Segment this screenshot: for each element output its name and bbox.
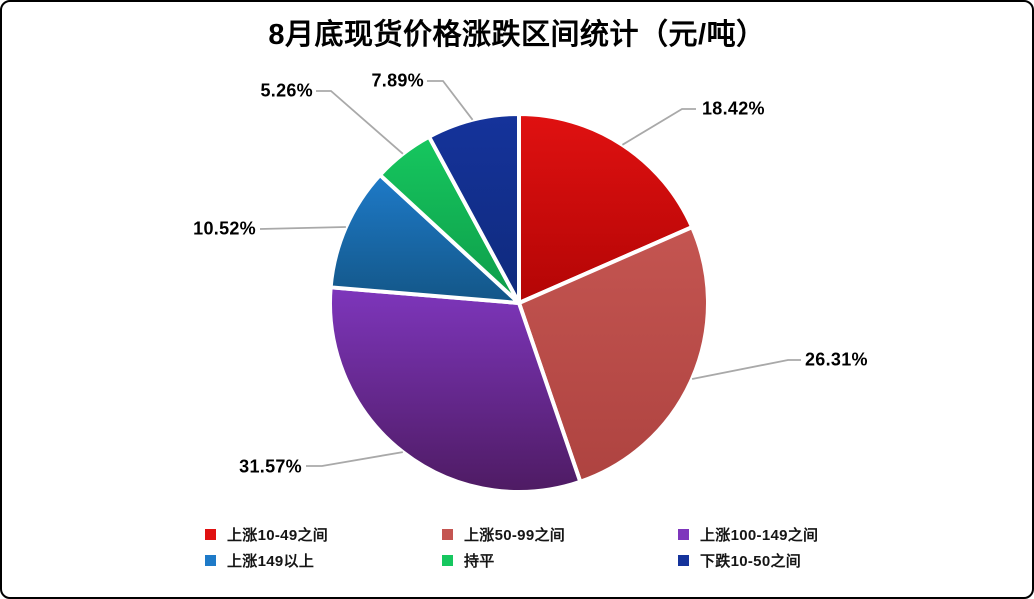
pie-slice-0 bbox=[517, 112, 695, 305]
legend-label: 持平 bbox=[464, 552, 495, 570]
data-label-1: 26.31% bbox=[805, 349, 868, 370]
data-label-5: 7.89% bbox=[371, 70, 424, 91]
legend-swatch-icon bbox=[205, 554, 216, 566]
legend-label: 上涨149以上 bbox=[227, 552, 315, 570]
leader-line-4 bbox=[316, 90, 404, 155]
data-label-0: 18.42% bbox=[702, 98, 765, 119]
chart-title: 8月底现货价格涨跌区间统计（元/吨） bbox=[268, 19, 766, 51]
pie-slice-3 bbox=[328, 172, 521, 305]
legend-item-0: 上涨10-49之间 bbox=[205, 521, 442, 547]
legend-swatch-icon bbox=[442, 554, 453, 566]
pie-slice-1 bbox=[517, 225, 710, 484]
legend-label: 上涨100-149之间 bbox=[700, 526, 819, 544]
legend-label: 上涨10-49之间 bbox=[227, 526, 329, 544]
data-label-2: 31.57% bbox=[239, 456, 302, 477]
legend-swatch-icon bbox=[442, 528, 453, 540]
legend-label: 下跌10-50之间 bbox=[700, 552, 802, 570]
legend-swatch-icon bbox=[678, 554, 689, 566]
legend-swatch-icon bbox=[678, 528, 689, 540]
legend-swatch-icon bbox=[205, 528, 216, 540]
pie-slice-2 bbox=[328, 285, 583, 494]
data-label-4: 5.26% bbox=[260, 80, 313, 101]
leader-line-3 bbox=[259, 226, 346, 230]
leader-line-1 bbox=[691, 359, 801, 380]
leader-line-2 bbox=[306, 451, 403, 467]
legend-item-1: 上涨50-99之间 bbox=[442, 521, 678, 547]
legend: 上涨10-49之间 上涨50-99之间 上涨100-149之间上涨149以上 持平 下跌… bbox=[205, 521, 923, 573]
legend-item-3: 上涨149以上 bbox=[205, 547, 442, 573]
legend-item-2: 上涨100-149之间 bbox=[678, 521, 923, 547]
legend-label: 上涨50-99之间 bbox=[464, 526, 566, 544]
legend-item-5: 下跌10-50之间 bbox=[678, 547, 923, 573]
leader-line-0 bbox=[621, 108, 696, 146]
legend-item-4: 持平 bbox=[442, 547, 678, 573]
leader-line-5 bbox=[427, 80, 474, 121]
pie-slice-5 bbox=[427, 112, 521, 305]
data-label-3: 10.52% bbox=[193, 218, 256, 239]
